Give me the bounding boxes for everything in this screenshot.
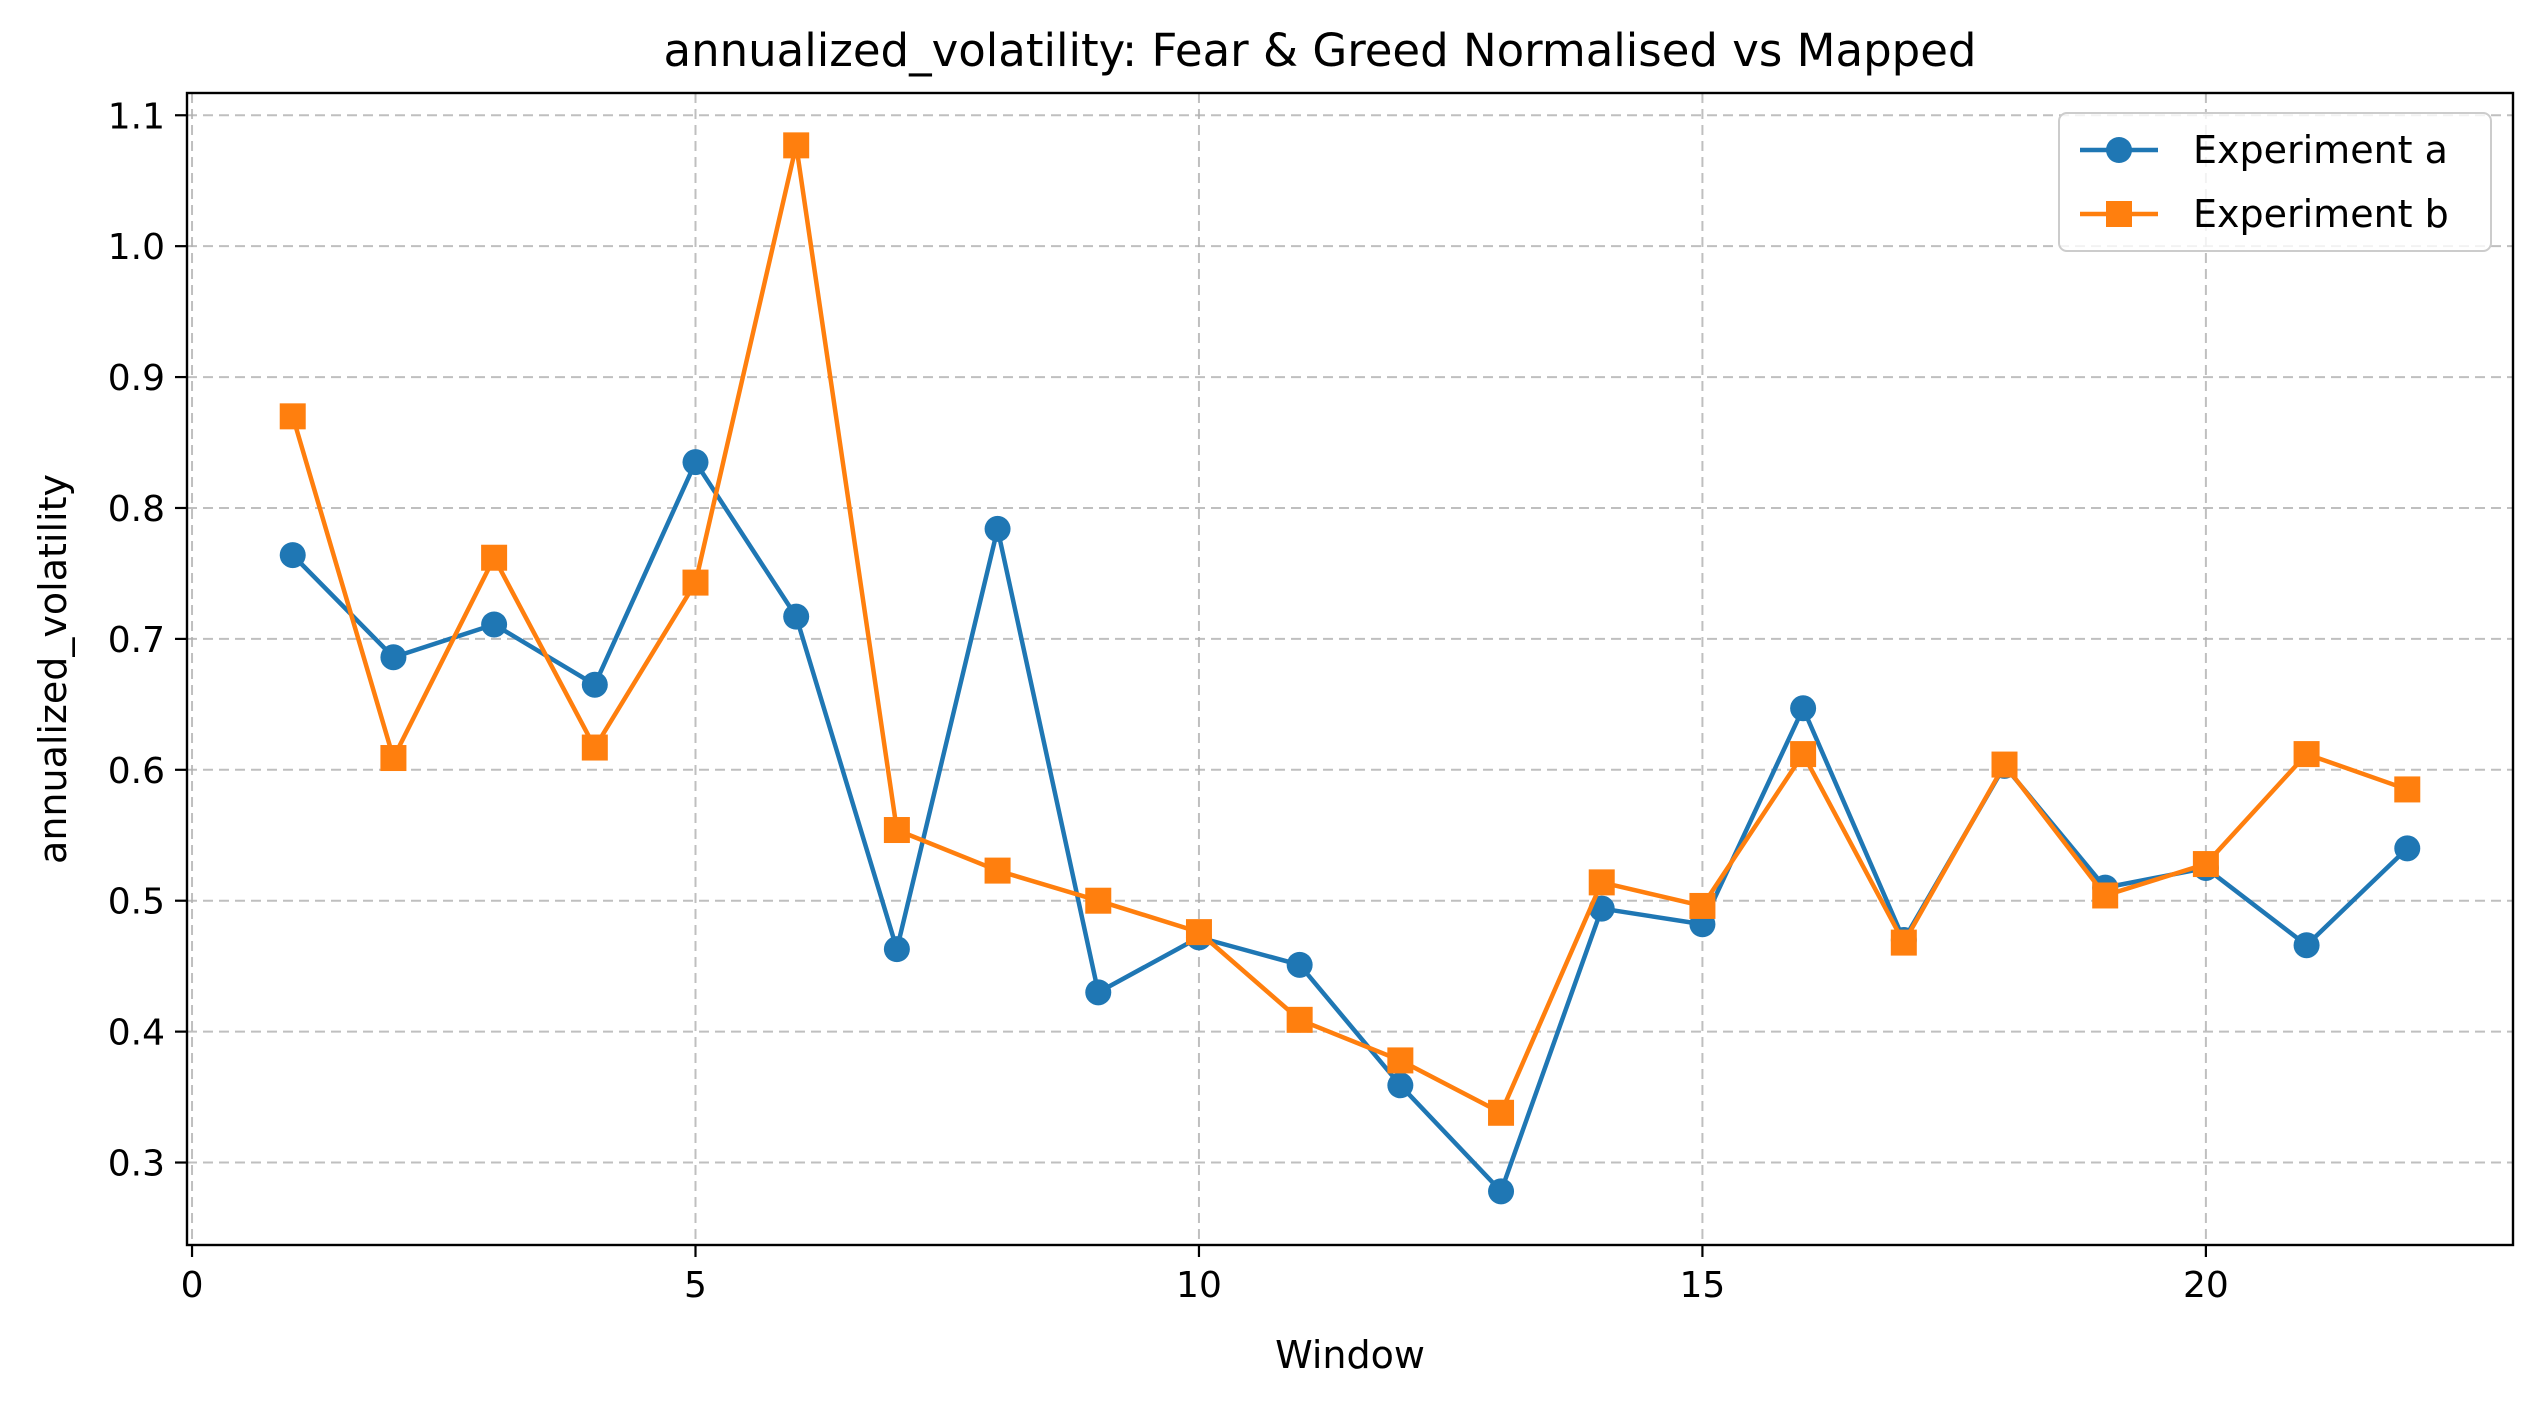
legend-label: Experiment a bbox=[2193, 128, 2448, 172]
chart-title: annualized_volatility: Fear & Greed Norm… bbox=[664, 24, 1977, 77]
data-point bbox=[279, 403, 306, 430]
data-point bbox=[1185, 919, 1212, 946]
data-point bbox=[1890, 929, 1917, 956]
data-point bbox=[2092, 882, 2119, 909]
series-layer bbox=[279, 132, 2421, 1205]
legend-item: Experiment a bbox=[2080, 128, 2448, 172]
y-tick-label: 0.5 bbox=[108, 882, 165, 923]
legend-label: Experiment b bbox=[2193, 192, 2449, 236]
data-point bbox=[581, 671, 608, 698]
data-point bbox=[1488, 1099, 1515, 1126]
data-point bbox=[1790, 741, 1817, 768]
x-tick-label: 20 bbox=[2183, 1265, 2229, 1306]
data-point bbox=[1790, 695, 1817, 722]
data-point bbox=[1286, 1006, 1313, 1033]
legend: Experiment a Experiment b bbox=[2058, 112, 2492, 252]
data-point bbox=[883, 817, 910, 844]
series-2 bbox=[279, 132, 2421, 1126]
data-point bbox=[1488, 1178, 1515, 1205]
legend-item: Experiment b bbox=[2080, 192, 2449, 236]
y-tick-label: 1.0 bbox=[108, 227, 165, 268]
data-point bbox=[2293, 741, 2320, 768]
data-point bbox=[883, 936, 910, 963]
y-tick-label: 1.1 bbox=[108, 96, 165, 137]
data-point bbox=[581, 734, 608, 761]
data-point bbox=[1387, 1072, 1414, 1099]
data-point bbox=[2394, 835, 2421, 862]
data-point bbox=[783, 132, 810, 159]
legend-box bbox=[2058, 112, 2492, 252]
data-point bbox=[1286, 951, 1313, 978]
x-tick-label: 0 bbox=[181, 1265, 204, 1306]
y-tick-label: 0.9 bbox=[108, 358, 165, 399]
data-point bbox=[1689, 892, 1716, 919]
y-tick-label: 0.3 bbox=[108, 1144, 165, 1185]
data-point bbox=[1588, 869, 1615, 896]
y-tick-label: 0.7 bbox=[108, 620, 165, 661]
data-point bbox=[783, 603, 810, 630]
data-point bbox=[380, 644, 407, 671]
data-point bbox=[481, 544, 508, 571]
series-line bbox=[290, 143, 2409, 1116]
legend-marker bbox=[2106, 137, 2132, 163]
y-axis-label: annualized_volatility bbox=[31, 474, 75, 864]
x-tick-label: 5 bbox=[684, 1265, 707, 1306]
plot-area-frame bbox=[185, 91, 2515, 1247]
data-point bbox=[1085, 979, 1112, 1006]
legend-marker bbox=[2106, 201, 2132, 227]
data-point bbox=[2293, 932, 2320, 959]
y-tick-label: 0.6 bbox=[108, 751, 165, 792]
data-point bbox=[984, 515, 1011, 542]
data-point bbox=[380, 745, 407, 772]
data-point bbox=[984, 857, 1011, 884]
data-point bbox=[481, 611, 508, 638]
data-point bbox=[279, 542, 306, 569]
x-tick-label: 10 bbox=[1176, 1265, 1222, 1306]
y-tick-label: 0.8 bbox=[108, 489, 165, 530]
data-point bbox=[1085, 887, 1112, 914]
data-point bbox=[682, 569, 709, 596]
x-axis-label: Window bbox=[1275, 1333, 1425, 1377]
x-tick-label: 15 bbox=[1680, 1265, 1726, 1306]
data-point bbox=[2192, 851, 2219, 878]
data-point bbox=[1991, 751, 2018, 778]
data-point bbox=[2394, 776, 2421, 803]
data-point bbox=[1387, 1047, 1414, 1074]
data-point bbox=[682, 449, 709, 476]
y-tick-label: 0.4 bbox=[108, 1013, 165, 1054]
x-axis-ticks: 0 5 10 15 20 bbox=[181, 1245, 2229, 1306]
y-axis-ticks: 0.3 0.4 0.5 0.6 0.7 0.8 0.9 1.0 1.1 bbox=[108, 96, 187, 1185]
